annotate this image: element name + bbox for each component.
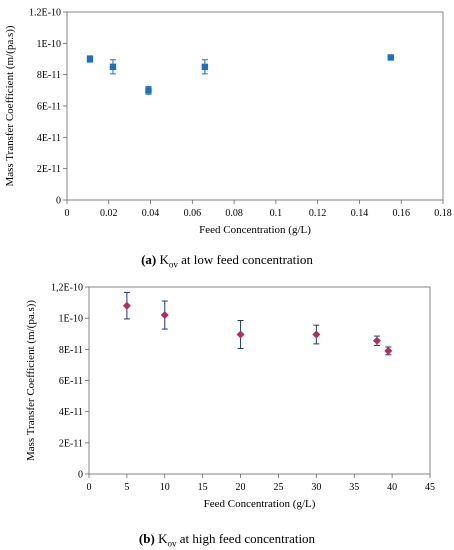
x-tick-label: 25 — [273, 482, 283, 493]
x-tick-label: 0.06 — [184, 208, 202, 219]
y-tick-label: 4E-11 — [59, 407, 83, 418]
x-tick-label: 0.14 — [351, 208, 369, 219]
chart-high-feed: 0 5 10 15 20 25 30 35 40 45 0 2E-11 4E-11 6E-11 8E-11 1… — [0, 280, 454, 520]
y-tick-label: 2E-11 — [59, 438, 83, 449]
y-tick-label: 0 — [78, 470, 83, 481]
data-point — [110, 64, 116, 70]
data-point — [161, 311, 169, 319]
y-tick-label: 2E-11 — [37, 164, 61, 175]
y-tick-label: 6E-11 — [59, 376, 83, 387]
x-tick-label: 0 — [87, 482, 92, 493]
data-point — [145, 87, 151, 93]
caption-b-prefix: K — [155, 531, 168, 546]
y-tick-label: 1E-10 — [37, 39, 61, 50]
data-point — [87, 56, 93, 62]
data-point — [237, 331, 245, 339]
caption-b-letter: (b) — [139, 531, 155, 546]
plot-frame — [67, 12, 443, 200]
y-axis-label: Mass Transfer Coefficient (m/(pa.s)) — [25, 300, 37, 461]
caption-a-suffix: at low feed concentration — [178, 252, 313, 267]
x-tick-label: 40 — [387, 482, 397, 493]
data-point — [123, 302, 131, 310]
y-tick-label: 4E-11 — [37, 133, 61, 144]
y-tick-label: 1,2E-10 — [51, 283, 83, 294]
x-tick-label: 0.08 — [225, 208, 243, 219]
data-point — [373, 337, 381, 345]
x-tick-label: 35 — [349, 482, 359, 493]
x-tick-label: 0.04 — [142, 208, 160, 219]
x-tick-label: 0.1 — [270, 208, 283, 219]
y-tick-label: 1.2E-10 — [29, 8, 61, 19]
x-tick-label: 0.18 — [434, 208, 452, 219]
x-tick-label: 30 — [311, 482, 321, 493]
x-tick-label: 45 — [425, 482, 435, 493]
x-tick-label: 0 — [65, 208, 70, 219]
x-axis-label: Feed Concentration (g/L) — [199, 224, 311, 236]
x-tick-label: 20 — [236, 482, 246, 493]
x-axis-label: Feed Concentration (g/L) — [204, 498, 316, 510]
data-point — [388, 54, 394, 60]
caption-a: (a) Kov at low feed concentration — [0, 252, 454, 270]
data-point — [384, 347, 392, 355]
data-point — [312, 331, 320, 339]
x-tick-label: 5 — [124, 482, 129, 493]
y-tick-label: 0 — [56, 196, 61, 207]
y-tick-label: 8E-11 — [59, 345, 83, 356]
y-tick-label: 1E-10 — [59, 314, 83, 325]
chart-low-feed: 0 0.02 0.04 0.06 0.08 0.1 0.12 0.14 0.16 0.18 0 2E-… — [0, 0, 454, 240]
x-tick-label: 10 — [160, 482, 170, 493]
y-axis-label: Mass Transfer Coefficient (m/(pa.s)) — [4, 25, 16, 186]
data-point — [202, 64, 208, 70]
caption-a-prefix: K — [156, 252, 169, 267]
x-tick-label: 15 — [198, 482, 208, 493]
caption-b: (b) Kov at high feed concentration — [0, 531, 454, 549]
plot-frame — [89, 287, 430, 474]
caption-a-letter: (a) — [141, 252, 156, 267]
y-tick-label: 6E-11 — [37, 102, 61, 113]
x-tick-label: 0.16 — [392, 208, 410, 219]
y-tick-label: 8E-11 — [37, 70, 61, 81]
x-tick-label: 0.02 — [100, 208, 118, 219]
caption-a-sub: ov — [169, 260, 178, 270]
x-tick-label: 0.12 — [309, 208, 327, 219]
caption-b-suffix: at high feed concentration — [176, 531, 315, 546]
